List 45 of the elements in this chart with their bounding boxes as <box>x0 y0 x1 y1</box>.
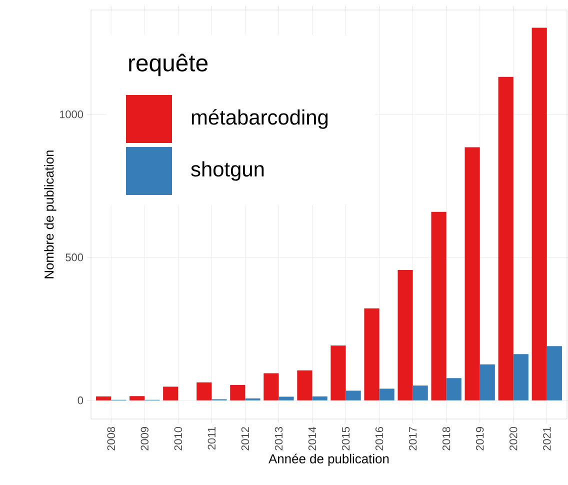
bar <box>546 346 562 400</box>
y-axis-title: Nombre de publication <box>44 150 56 278</box>
x-axis-title: Année de publication <box>268 454 389 466</box>
x-tick-label: 2020 <box>510 426 518 450</box>
bar <box>398 270 413 400</box>
bar <box>330 345 346 400</box>
x-tick-label: 2009 <box>140 427 149 450</box>
y-tick-label: 500 <box>66 254 84 262</box>
bar <box>264 373 279 400</box>
x-tick-label: 2014 <box>308 426 316 450</box>
x-tick-label: 2012 <box>241 427 250 450</box>
x-tick-label: 2013 <box>274 427 283 450</box>
bar <box>297 370 312 400</box>
bar <box>532 28 547 400</box>
bar <box>364 308 380 400</box>
legend-label: métabarcoding <box>192 109 328 129</box>
bar <box>513 354 528 400</box>
x-tick-label: 2016 <box>375 427 384 450</box>
x-tick-label: 2008 <box>107 427 115 450</box>
x-tick-label: 2021 <box>543 427 551 450</box>
y-tick-label: 1000 <box>60 110 84 118</box>
bar <box>278 396 294 400</box>
bar <box>379 388 394 400</box>
legend-label: shotgun <box>191 161 264 181</box>
bar <box>446 378 462 400</box>
bar <box>464 147 480 400</box>
bar <box>480 364 495 400</box>
x-tick-label: 2011 <box>208 427 216 450</box>
legend-title: requête <box>129 54 208 76</box>
y-tick-label: 0 <box>78 396 84 404</box>
bar <box>230 384 246 400</box>
bar <box>96 396 112 400</box>
bar <box>412 386 428 400</box>
bar <box>431 212 446 400</box>
bar <box>130 396 145 400</box>
x-tick-label: 2018 <box>442 427 450 450</box>
bar <box>498 76 514 400</box>
x-tick-label: 2019 <box>476 427 484 450</box>
bar <box>312 396 328 400</box>
x-tick-label: 2010 <box>174 426 182 450</box>
x-tick-label: 2015 <box>342 426 350 450</box>
bar <box>163 386 178 400</box>
bar <box>196 382 212 400</box>
x-tick-label: 2017 <box>408 427 417 450</box>
bar <box>346 390 361 400</box>
